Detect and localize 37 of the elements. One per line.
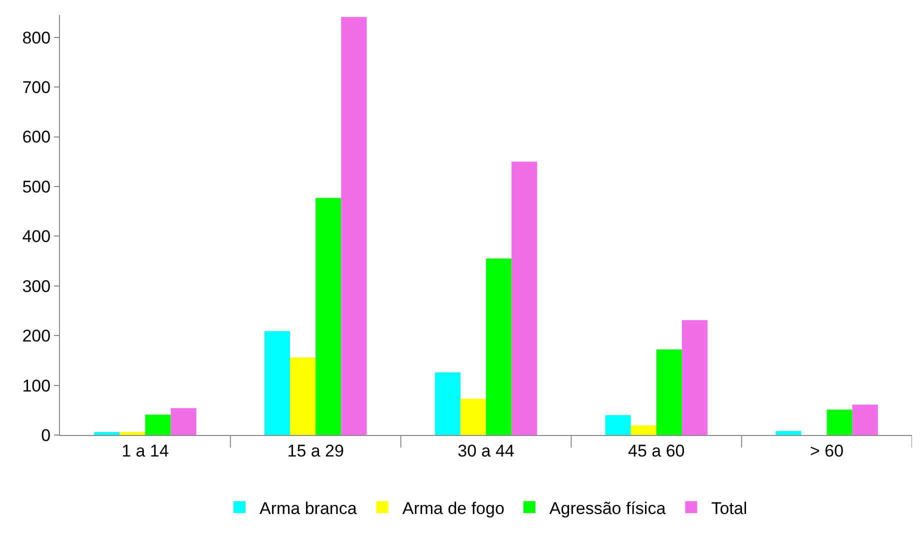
bar: [486, 258, 512, 435]
bar: [145, 414, 171, 435]
bar: [852, 404, 878, 435]
bar: [94, 432, 120, 435]
y-tick-label: 600: [22, 128, 51, 147]
y-tick-label: 700: [22, 78, 51, 98]
bar: [512, 162, 538, 435]
bar: [170, 408, 196, 435]
y-tick-label: 300: [22, 276, 51, 296]
bar: [316, 198, 342, 435]
bar: [264, 331, 290, 435]
x-tick-label: > 60: [810, 441, 844, 460]
bar: [682, 320, 708, 435]
legend-label: Agressão física: [549, 498, 666, 518]
y-tick-label: 200: [22, 326, 51, 346]
bar: [341, 16, 367, 435]
legend-label: Arma branca: [260, 498, 358, 518]
bar: [120, 432, 146, 435]
y-tick-label: 0: [41, 426, 51, 445]
x-tick-label: 15 a 29: [287, 441, 344, 460]
y-tick-label: 400: [22, 227, 51, 246]
x-tick-label: 45 a 60: [628, 441, 685, 460]
y-tick-label: 100: [22, 376, 51, 396]
y-tick-label: 500: [22, 177, 51, 196]
bar: [826, 410, 852, 435]
bar: [434, 372, 460, 435]
y-tick-label: 800: [22, 28, 51, 48]
bar: [290, 357, 316, 435]
bar: [460, 398, 486, 435]
bar: [605, 415, 631, 435]
x-tick-label: 30 a 44: [458, 441, 514, 460]
bar: [776, 431, 802, 435]
bar: [630, 426, 656, 435]
legend-label: Total: [711, 498, 748, 518]
legend-label: Arma de fogo: [402, 498, 504, 518]
bar: [656, 350, 682, 435]
x-tick-label: 1 a 14: [122, 441, 169, 460]
